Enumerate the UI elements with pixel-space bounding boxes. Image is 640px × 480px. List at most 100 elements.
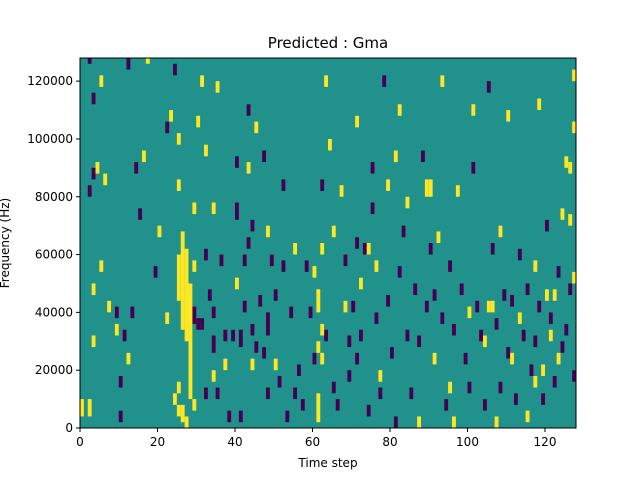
heatmap-cell-high (494, 416, 499, 428)
x-tick-label: 40 (227, 435, 242, 449)
heatmap-cell-low (114, 306, 119, 319)
heatmap-cell-high (254, 121, 259, 134)
heatmap-cell-low (335, 399, 340, 411)
heatmap-cell-high (114, 323, 119, 336)
heatmap-cell-low (254, 341, 259, 353)
heatmap-cell-high (80, 399, 84, 417)
heatmap-cell-high (452, 416, 456, 428)
y-tick-label: 20000 (35, 363, 73, 377)
chart-title: Predicted : Gma (268, 34, 388, 52)
heatmap-cell-low (510, 295, 515, 307)
heatmap-cell-low (347, 370, 352, 382)
heatmap-cell-low (250, 219, 255, 232)
heatmap-cell-low (417, 335, 422, 348)
plot-area (79, 57, 577, 429)
heatmap-cell-high (91, 335, 96, 348)
heatmap-cell-low (242, 254, 247, 267)
y-tick-label: 0 (65, 421, 73, 435)
heatmap-cell-low (386, 295, 391, 307)
heatmap-cell-low (192, 306, 197, 324)
heatmap-cell-low (173, 63, 177, 76)
heatmap-cell-low (289, 306, 294, 319)
heatmap-cell-low (262, 347, 267, 359)
y-tick-label: 100000 (27, 132, 73, 146)
heatmap-cell-low (370, 202, 375, 215)
heatmap-cell-low (281, 260, 286, 272)
heatmap-cell-high (564, 156, 569, 168)
heatmap-cell-high (339, 185, 344, 197)
heatmap-cell-low (235, 156, 239, 168)
heatmap-cell-high (490, 300, 495, 313)
heatmap-cell-low (521, 329, 526, 342)
heatmap-cell-low (118, 375, 123, 388)
heatmap-cell-low (556, 266, 561, 278)
heatmap-cell-high (250, 358, 255, 371)
heatmap-cell-high (180, 231, 185, 330)
heatmap-cell-high (359, 277, 363, 290)
heatmap-cell-high (533, 260, 538, 272)
heatmap-cell-high (320, 352, 325, 365)
heatmap-cell-low (324, 329, 329, 342)
heatmap-cell-low (486, 81, 491, 93)
heatmap-cell-low (424, 300, 429, 313)
heatmap-cell-low (452, 323, 456, 336)
heatmap-cell-high (436, 231, 441, 243)
heatmap-cell-high (91, 283, 96, 296)
heatmap-cell-high (467, 306, 472, 319)
heatmap-cell-low (200, 318, 205, 330)
heatmap-cell-high (107, 300, 112, 313)
heatmap-cell-low (138, 208, 143, 220)
heatmap-cell-low (502, 289, 507, 301)
heatmap-cell-low (297, 364, 301, 376)
heatmap-cell-high (169, 110, 174, 122)
heatmap-cell-low (421, 150, 425, 163)
heatmap-cell-high (176, 133, 181, 145)
heatmap-cell-high (103, 173, 108, 186)
heatmap-cell-high (273, 358, 278, 371)
heatmap-cell-low (204, 387, 208, 400)
heatmap-cell-high (266, 225, 270, 238)
heatmap-cell-low (366, 404, 371, 417)
heatmap-cell-high (316, 341, 321, 353)
heatmap-cell-low (285, 410, 290, 423)
heatmap-cell-low (467, 381, 472, 394)
heatmap-cell-high (510, 352, 515, 365)
heatmap-cell-low (266, 387, 270, 400)
heatmap-cell-low (165, 121, 170, 134)
heatmap-cell-high (448, 381, 453, 394)
heatmap-cell-low (238, 329, 243, 348)
heatmap-cell-high (471, 104, 476, 116)
heatmap-cell-low (548, 312, 553, 324)
heatmap-cell-high (215, 81, 220, 93)
heatmap-cell-high (393, 150, 398, 163)
heatmap-cell-low (560, 341, 565, 353)
heatmap-cell-high (246, 162, 251, 174)
heatmap-cell-low (343, 254, 348, 267)
heatmap-cell-low (370, 162, 375, 174)
heatmap-cell-low (231, 329, 236, 342)
heatmap-cell-high (572, 271, 577, 284)
heatmap-cell-high (196, 115, 201, 128)
heatmap-cell-low (564, 323, 569, 336)
heatmap-cell-high (533, 375, 538, 388)
heatmap-cell-low (266, 312, 270, 336)
heatmap-cell-high (378, 370, 383, 382)
heatmap-cell-high (87, 399, 92, 417)
heatmap-cell-low (293, 387, 298, 400)
heatmap-cell-high (324, 75, 329, 87)
heatmap-cell-high (440, 75, 445, 87)
heatmap-cell-low (537, 300, 542, 313)
heatmap-cell-high (366, 243, 371, 255)
heatmap-cell-low (378, 387, 383, 400)
heatmap-cell-high (428, 179, 433, 197)
heatmap-cell-low (130, 306, 135, 319)
heatmap-cell-low (87, 185, 92, 197)
heatmap-cell-low (215, 387, 220, 400)
heatmap-cell-low (211, 335, 216, 353)
heatmap-cell-low (355, 237, 360, 249)
heatmap-cell-low (475, 300, 480, 313)
x-axis-label: Time step (297, 456, 357, 470)
heatmap-cell-high (99, 75, 104, 87)
heatmap-cell-low (428, 243, 433, 255)
